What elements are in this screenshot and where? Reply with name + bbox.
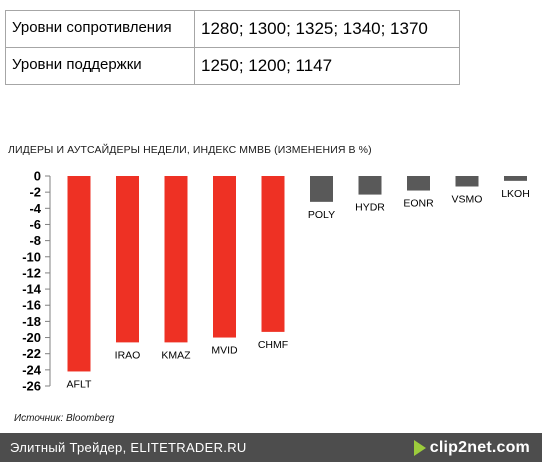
footer-text: Элитный Трейдер, ELITETRADER.RU — [10, 440, 247, 455]
category-label: POLY — [308, 209, 335, 221]
bar — [358, 176, 382, 195]
y-tick-label: -8 — [29, 233, 41, 248]
support-label: Уровни поддержки — [5, 47, 195, 85]
bar — [310, 176, 333, 202]
y-tick-label: -2 — [29, 185, 41, 200]
y-tick-label: -20 — [22, 330, 41, 345]
category-label: VSMO — [452, 194, 483, 206]
category-label: IRAO — [115, 349, 141, 361]
footer-bar: Элитный Трейдер, ELITETRADER.RU clip2net… — [0, 433, 542, 462]
y-tick-label: -18 — [22, 314, 41, 329]
resistance-value: 1280; 1300; 1325; 1340; 1370 — [194, 10, 460, 48]
y-tick-label: -24 — [22, 362, 42, 377]
levels-table: Уровни сопротивления 1280; 1300; 1325; 1… — [5, 10, 460, 85]
y-tick-label: -4 — [29, 201, 41, 216]
bar — [261, 176, 285, 332]
y-tick-label: -22 — [22, 346, 41, 361]
bar — [455, 176, 479, 187]
source-note: Источник: Bloomberg — [14, 413, 115, 424]
category-label: MVID — [211, 345, 238, 357]
play-arrow-icon — [413, 440, 426, 456]
category-label: HYDR — [355, 202, 385, 214]
y-tick-label: -6 — [29, 217, 41, 232]
category-label: AFLT — [67, 378, 92, 390]
resistance-row: Уровни сопротивления 1280; 1300; 1325; 1… — [5, 10, 460, 48]
clip2net-logo[interactable]: clip2net.com — [413, 438, 530, 458]
y-tick-label: -26 — [22, 379, 41, 394]
y-tick-label: -10 — [22, 249, 41, 264]
bar-chart: 0-2-4-6-8-10-12 -14-16-18-20-22-24 -26 AFLT… — [22, 169, 530, 394]
bar — [504, 176, 527, 181]
category-label: EONR — [403, 198, 434, 210]
y-tick-label: -12 — [22, 265, 41, 280]
y-tick-label: -14 — [22, 282, 42, 297]
logo-text: clip2net.com — [429, 439, 530, 456]
support-row: Уровни поддержки 1250; 1200; 1147 — [5, 47, 460, 85]
resistance-label: Уровни сопротивления — [5, 10, 195, 48]
category-label: LKOH — [501, 188, 530, 200]
category-label: CHMF — [258, 339, 288, 351]
bar — [116, 176, 139, 343]
bar — [213, 176, 236, 338]
bar — [407, 176, 430, 191]
bar — [67, 176, 91, 372]
chart-title: ЛИДЕРЫ И АУТСАЙДЕРЫ НЕДЕЛИ, ИНДЕКС ММВБ … — [8, 144, 372, 156]
y-tick-label: -16 — [22, 298, 41, 313]
bar — [164, 176, 188, 343]
category-label: KMAZ — [161, 349, 191, 361]
y-tick-label: 0 — [34, 169, 41, 184]
support-value: 1250; 1200; 1147 — [194, 47, 460, 85]
